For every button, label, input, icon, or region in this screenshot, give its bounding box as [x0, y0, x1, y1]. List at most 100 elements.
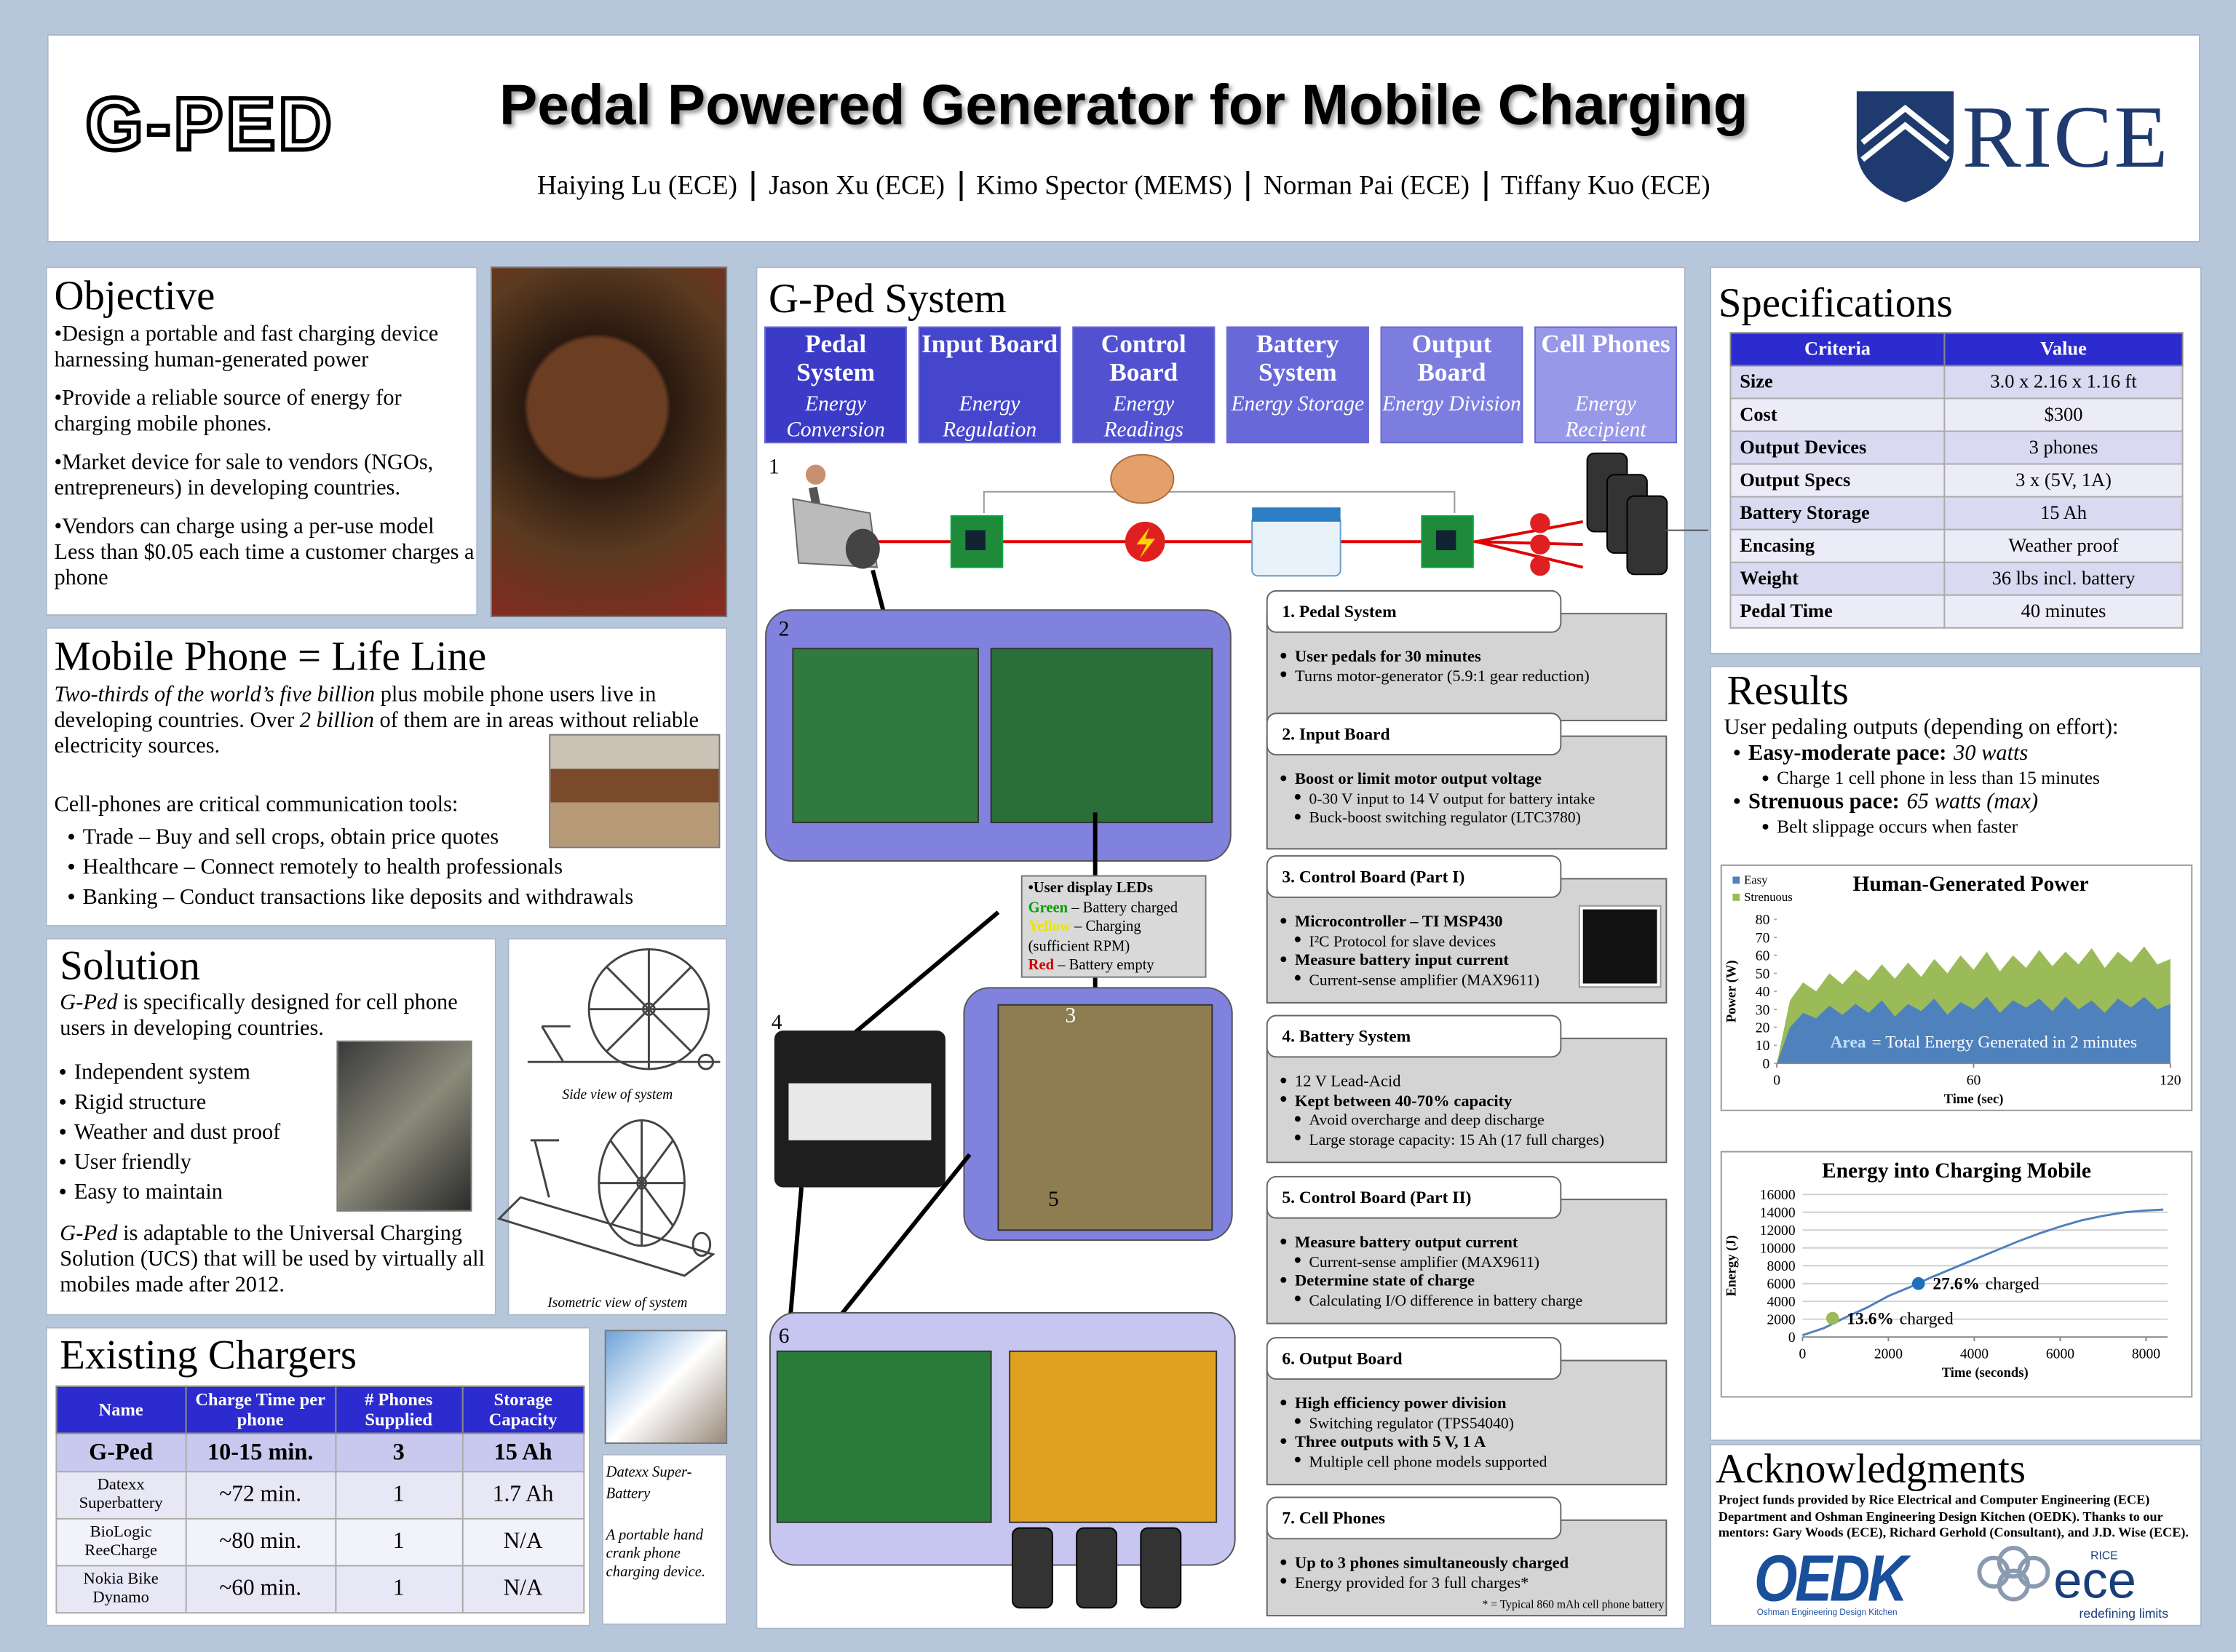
row: Output Devices 3 phones: [1729, 430, 2184, 465]
cell: 40 minutes: [1943, 594, 2184, 629]
author: Jason Xu (ECE): [751, 171, 945, 202]
side-sketch: [527, 948, 721, 1071]
cell: Weather proof: [1943, 528, 2184, 563]
photo: [776, 1350, 992, 1523]
x-tick-label: 4000: [1960, 1347, 1989, 1362]
objective-list: •Design a portable and fast charging dev…: [54, 322, 475, 605]
y-tick-label: 10000: [1760, 1242, 1796, 1257]
rider-icon: [792, 464, 880, 569]
stage-role: Energy Conversion: [786, 393, 885, 442]
bullet-list: Independent system Rigid structure Weather…: [60, 1057, 280, 1207]
stage-role: Energy Regulation: [943, 393, 1037, 442]
cell: 1: [334, 1471, 463, 1520]
phone-icon: [1076, 1527, 1118, 1609]
bullet: Healthcare – Connect remotely to health …: [68, 852, 633, 882]
acknowledgments-panel: [1710, 1444, 2203, 1627]
bullet-list: Trade – Buy and sell crops, obtain price…: [68, 822, 634, 912]
photo: [990, 648, 1213, 824]
cell: 36 lbs incl. battery: [1943, 561, 2184, 596]
header-cell: Charge Time per phone: [184, 1385, 336, 1434]
phone-icon: [1626, 495, 1668, 576]
led-color: Yellow: [1028, 919, 1071, 935]
paragraph: Two-thirds of the world’s five billion p…: [54, 683, 717, 760]
marker-label: 27.6% charged: [1932, 1275, 2039, 1294]
x-tick-label: 60: [1967, 1073, 1981, 1088]
text-run: G-Ped: [60, 1221, 118, 1246]
step-items: User pedals for 30 minutes Turns motor-ge…: [1280, 648, 1660, 687]
sketch-panel: [507, 937, 728, 1316]
cell: 3 phones: [1943, 430, 2184, 465]
step-number: 3: [1065, 1004, 1077, 1028]
stage-name: Input Board: [921, 329, 1058, 358]
row: Size 3.0 x 2.16 x 1.16 ft: [1729, 365, 2184, 400]
caption: A portable hand crank phone charging dev…: [606, 1528, 706, 1581]
bullet: •Market device for sale to vendors (NGOs…: [54, 450, 434, 501]
objective-panel: [45, 266, 478, 616]
battery-top: [1252, 507, 1341, 522]
row: Battery Storage 15 Ah: [1729, 496, 2184, 531]
step-item: I²C Protocol for slave devices: [1280, 933, 1660, 952]
step-items: High efficiency power division Switching …: [1280, 1395, 1660, 1472]
stage-name: Control Board: [1101, 329, 1186, 386]
cell: Pedal Time: [1729, 594, 1946, 629]
marker-value: 27.6%: [1932, 1275, 1980, 1294]
header-cell: Criteria: [1729, 332, 1946, 367]
poster-title: Pedal Powered Generator for Mobile Charg…: [499, 74, 1748, 138]
row: G-Ped 10-15 min. 3 15 Ah: [55, 1432, 585, 1473]
phone-icon: [1012, 1527, 1053, 1609]
step-item: Determine state of charge: [1280, 1273, 1660, 1292]
header-cell: Storage Capacity: [461, 1385, 585, 1434]
step-item: User pedals for 30 minutes: [1280, 648, 1660, 667]
cell: 3 x (5V, 1A): [1943, 463, 2184, 498]
led-item: Red – Battery empty: [1028, 956, 1200, 975]
photo: [490, 266, 728, 618]
step-title: 5. Control Board (Part II): [1266, 1175, 1562, 1219]
marker: [1911, 1276, 1925, 1290]
bullet: User friendly: [60, 1148, 280, 1178]
step-item: Large storage capacity: 15 Ah (17 full c…: [1280, 1131, 1660, 1150]
caption: Isometric view of system: [547, 1295, 688, 1311]
y-tick-label: 0: [1788, 1330, 1796, 1346]
y-tick-label: 70: [1756, 931, 1770, 946]
text-run: Two-thirds of the world’s five billion: [54, 683, 376, 707]
stage-name: Cell Phones: [1541, 329, 1670, 358]
bolt: [1136, 527, 1155, 559]
legend-label: Strenuous: [1744, 890, 1793, 904]
y-tick-label: 40: [1756, 985, 1770, 1000]
stage-box: Cell Phones Energy Recipient: [1534, 326, 1678, 444]
led-color: Red: [1028, 958, 1055, 974]
bullet: Easy to maintain: [60, 1178, 280, 1207]
bolt-icon: [1530, 513, 1550, 533]
annotation-text: = Total Energy Generated in 2 minutes: [1871, 1033, 2137, 1052]
caption-panel: [601, 1453, 728, 1625]
stage-name: Pedal System: [796, 329, 875, 386]
y-tick-label: 20: [1756, 1021, 1770, 1036]
row: Datexx Superbattery ~72 min. 1 1.7 Ah: [55, 1471, 585, 1520]
marker-value: 13.6%: [1847, 1309, 1894, 1328]
y-tick-label: 4000: [1767, 1295, 1795, 1310]
y-tick-label: 12000: [1760, 1223, 1796, 1239]
cell: Cost: [1729, 397, 1946, 432]
text-run: 2 billion: [299, 708, 374, 733]
cell: Size: [1729, 365, 1946, 400]
ece-rings: [1977, 1546, 2050, 1602]
connector: [854, 910, 1000, 1034]
result-detail: Charge 1 cell phone in less than 15 minu…: [1734, 767, 2100, 790]
led-text: – Battery empty: [1054, 958, 1154, 974]
battery-label: [788, 1083, 932, 1140]
step-number: 2: [778, 619, 790, 642]
step-items: Up to 3 phones simultaneously charged Ene…: [1280, 1555, 1660, 1594]
step-items: Microcontroller – TI MSP430 I²C Protocol …: [1280, 913, 1660, 990]
author: Kimo Spector (MEMS): [959, 171, 1232, 202]
y-tick-label: 30: [1756, 1003, 1770, 1018]
section-title: Solution: [60, 943, 200, 990]
step-title: 6. Output Board: [1266, 1337, 1562, 1380]
bolt-icon: [1530, 534, 1550, 555]
stage-name: Battery System: [1256, 329, 1339, 386]
chart-title: Energy into Charging Mobile: [1822, 1159, 2091, 1183]
cell: 3.0 x 2.16 x 1.16 ft: [1943, 365, 2184, 400]
x-axis-label: Time (sec): [1944, 1092, 2004, 1107]
table-wrap: Criteria Value Size 3.0 x 2.16 x 1.16 ft Cos…: [1729, 332, 2184, 629]
